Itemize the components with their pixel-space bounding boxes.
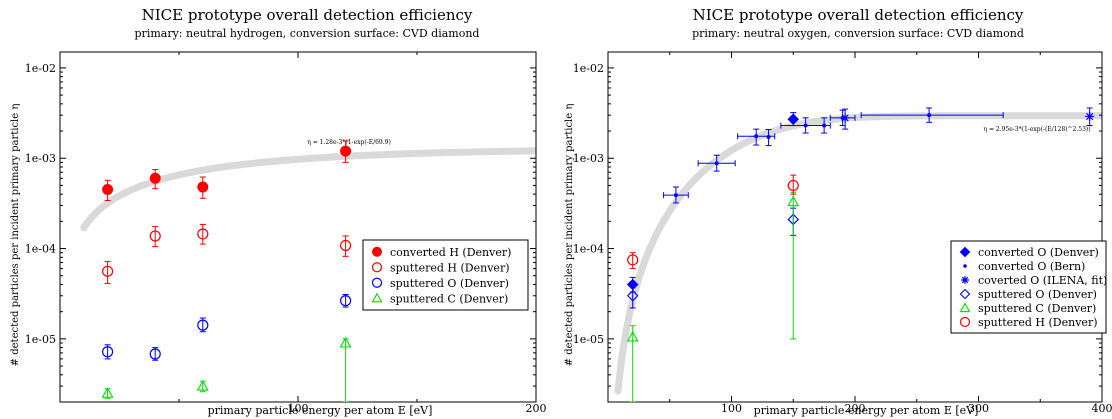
fit-curve <box>80 147 536 232</box>
fit-curve <box>614 112 1102 395</box>
data-point <box>197 319 209 331</box>
series-0 <box>626 112 800 293</box>
chart-subtitle: primary: neutral oxygen, conversion surf… <box>692 27 1024 40</box>
data-point <box>627 254 639 266</box>
data-point <box>101 265 114 277</box>
x-tick-label: 200 <box>845 402 866 415</box>
x-axis-label: primary particle energy per atom E [eV] <box>754 404 979 417</box>
data-point <box>101 346 114 358</box>
data-point <box>340 239 352 252</box>
legend-marker <box>959 316 971 328</box>
legend-marker <box>959 288 971 300</box>
x-tick-label: 300 <box>968 402 989 415</box>
data-point <box>101 387 114 398</box>
data-point <box>840 113 850 123</box>
legend-label: coverted O (ILENA, fit) <box>978 274 1107 287</box>
series-3 <box>626 207 800 309</box>
data-point <box>1085 111 1095 121</box>
series-1 <box>101 223 352 285</box>
legend-label: sputtered O (Denver) <box>390 277 509 290</box>
data-point <box>803 123 808 128</box>
legend-marker <box>371 292 383 303</box>
data-point <box>787 113 800 126</box>
data-point <box>197 181 209 193</box>
data-point <box>927 113 932 118</box>
legend: converted H (Denver) sputtered H (Denver)… <box>362 239 529 311</box>
y-tick-label: 1e-02 <box>25 62 56 75</box>
legend-box <box>950 240 1107 334</box>
legend-marker <box>371 277 383 288</box>
series-3 <box>101 336 352 402</box>
data-point <box>102 184 114 196</box>
legend-marker <box>371 262 383 273</box>
x-tick-label: 400 <box>1092 402 1112 415</box>
y-tick-label: 1e-03 <box>573 152 604 165</box>
data-point <box>787 195 800 207</box>
series-5 <box>627 174 799 270</box>
data-point <box>340 145 352 157</box>
data-point <box>197 228 209 240</box>
data-point <box>673 193 678 198</box>
x-tick-label: 200 <box>526 402 547 415</box>
data-point <box>149 230 161 242</box>
data-layer <box>626 107 1095 402</box>
chart-oxygen: NICE prototype overall detection efficie… <box>564 6 1112 417</box>
legend-label: converted O (Bern) <box>978 260 1085 273</box>
y-tick-label: 1e-03 <box>25 152 56 165</box>
series-2 <box>840 107 1095 130</box>
fit-label: η = 1.28e-3*(1-exp(-E/69.9) <box>307 139 391 146</box>
legend-label: converted H (Denver) <box>390 246 511 259</box>
legend-marker <box>372 246 382 257</box>
legend-label: converted O (Denver) <box>978 246 1099 259</box>
data-point <box>149 348 161 360</box>
data-point <box>149 172 161 184</box>
chart-subtitle: primary: neutral hydrogen, conversion su… <box>135 27 480 40</box>
legend-marker <box>961 276 969 284</box>
chart-title: NICE prototype overall detection efficie… <box>693 6 1024 24</box>
data-point <box>196 379 209 391</box>
y-tick-label: 1e-02 <box>573 62 604 75</box>
fit-label: η = 2.95e-3*(1-exp(-(E/128)^2.53)) <box>983 126 1090 133</box>
legend-marker <box>963 264 967 268</box>
legend-marker <box>959 302 971 313</box>
series-1 <box>663 107 1004 204</box>
data-point <box>714 161 719 166</box>
plot-frame <box>59 51 537 403</box>
data-point <box>626 330 639 342</box>
plot-frame <box>607 51 1103 403</box>
data-point <box>626 289 639 302</box>
legend-label: sputtered H (Denver) <box>978 316 1098 329</box>
x-tick-label: 100 <box>721 402 742 415</box>
y-tick-label: 1e-04 <box>25 243 56 256</box>
series-0 <box>102 140 352 202</box>
data-layer <box>101 140 352 402</box>
series-2 <box>101 293 352 361</box>
y-tick-label: 1e-05 <box>573 333 604 346</box>
y-axis-label: # detected particles per incident primar… <box>564 104 575 367</box>
chart-title: NICE prototype overall detection efficie… <box>142 6 473 24</box>
data-point <box>766 134 771 139</box>
legend-box <box>362 239 529 311</box>
legend-label: sputtered C (Denver) <box>390 292 508 305</box>
y-tick-label: 1e-04 <box>573 243 604 256</box>
data-point <box>822 123 827 128</box>
data-point <box>339 336 352 348</box>
legend-label: sputtered O (Denver) <box>978 288 1097 301</box>
legend-label: sputtered H (Denver) <box>390 261 510 274</box>
data-point <box>340 295 352 307</box>
legend-label: sputtered C (Denver) <box>978 302 1096 315</box>
x-tick-label: 100 <box>288 402 309 415</box>
legend: converted O (Denver)converted O (Bern)co… <box>950 240 1107 334</box>
legend-marker <box>959 246 971 258</box>
x-axis-label: primary particle energy per atom E [eV] <box>208 404 433 417</box>
y-tick-label: 1e-05 <box>25 333 56 346</box>
data-point <box>754 134 759 139</box>
series-4 <box>626 191 800 402</box>
chart-hydrogen: NICE prototype overall detection efficie… <box>10 6 547 417</box>
data-point <box>787 179 799 192</box>
y-axis-label: # detected particles per incident primar… <box>10 104 21 367</box>
